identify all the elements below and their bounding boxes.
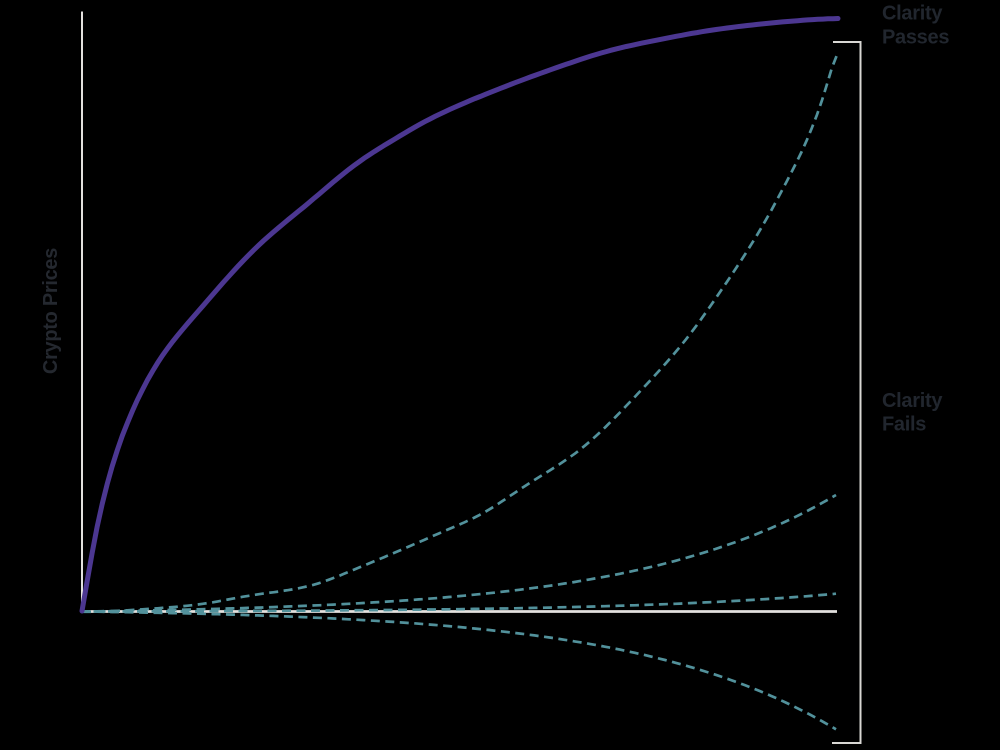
svg-text:Fails: Fails <box>882 414 926 436</box>
svg-text:Clarity: Clarity <box>882 3 943 25</box>
svg-text:Crypto Prices: Crypto Prices <box>40 248 62 374</box>
svg-text:Clarity: Clarity <box>882 390 943 412</box>
svg-text:Passes: Passes <box>882 27 949 49</box>
